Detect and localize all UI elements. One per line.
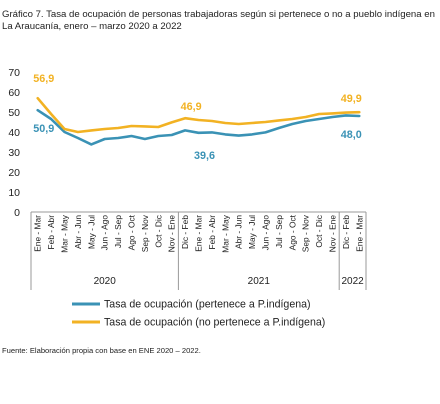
x-tick-label: Ago - Oct [287, 214, 297, 250]
year-label: 2021 [248, 276, 271, 287]
x-tick-label: Feb - Abr [207, 215, 217, 250]
series-line-no-indigena [36, 96, 361, 134]
data-label: 56,9 [33, 73, 54, 85]
x-tick-label: Jul - Sep [113, 215, 123, 248]
x-tick-label: Oct - Dic [153, 215, 163, 248]
x-tick-label: May - Jul [247, 215, 257, 249]
data-label: 50,9 [33, 123, 54, 135]
x-tick-label: Jun - Ago [100, 215, 110, 251]
y-tick-label: 70 [8, 67, 20, 79]
y-tick-label: 0 [14, 207, 20, 219]
x-tick-label: Ago - Oct [127, 214, 137, 250]
year-label: 2020 [94, 276, 117, 287]
y-tick-label: 20 [8, 167, 20, 179]
year-label: 2022 [341, 276, 364, 287]
data-label: 49,9 [341, 93, 362, 105]
x-tick-label: Abr - Jun [73, 215, 83, 249]
source-note: Fuente: Elaboración propia con base en E… [2, 346, 201, 355]
y-tick-label: 30 [8, 147, 20, 159]
y-tick-label: 40 [8, 127, 20, 139]
x-tick-label: Sep - Nov [140, 214, 150, 252]
x-tick-label: Abr - Jun [234, 215, 244, 249]
x-tick-label: Dic - Feb [180, 215, 190, 249]
y-tick-label: 60 [8, 87, 20, 99]
x-tick-label: Feb - Abr [46, 215, 56, 250]
x-tick-label: May - Jul [86, 215, 96, 249]
x-tick-label: Oct - Dic [314, 215, 324, 248]
data-label: 46,9 [181, 101, 202, 113]
legend-label: Tasa de ocupación (no pertenece a P.indí… [104, 317, 325, 329]
data-label: 48,0 [341, 129, 362, 141]
chart-title: Gráfico 7. Tasa de ocupación de personas… [2, 9, 435, 32]
x-tick-label: Nov - Ene [167, 215, 177, 253]
x-tick-label: Dic - Feb [341, 215, 351, 249]
x-tick-label: Sep - Nov [301, 214, 311, 252]
x-tick-label: Ene - Mar [33, 215, 43, 252]
y-tick-label: 50 [8, 107, 20, 119]
data-label: 39,6 [194, 150, 215, 162]
x-tick-label: Jun - Ago [261, 215, 271, 251]
x-tick-label: Ene - Mar [194, 215, 204, 252]
y-tick-label: 10 [8, 187, 20, 199]
series-line-indigena [36, 108, 361, 146]
legend-label: Tasa de ocupación (pertenece a P.indígen… [104, 299, 311, 311]
x-tick-label: Mar - May [220, 214, 230, 253]
x-tick-label: Nov - Ene [328, 215, 338, 253]
x-tick-label: Mar - May [60, 214, 70, 253]
x-tick-label: Jul - Sep [274, 215, 284, 248]
x-tick-label: Ene - Mar [354, 215, 364, 252]
